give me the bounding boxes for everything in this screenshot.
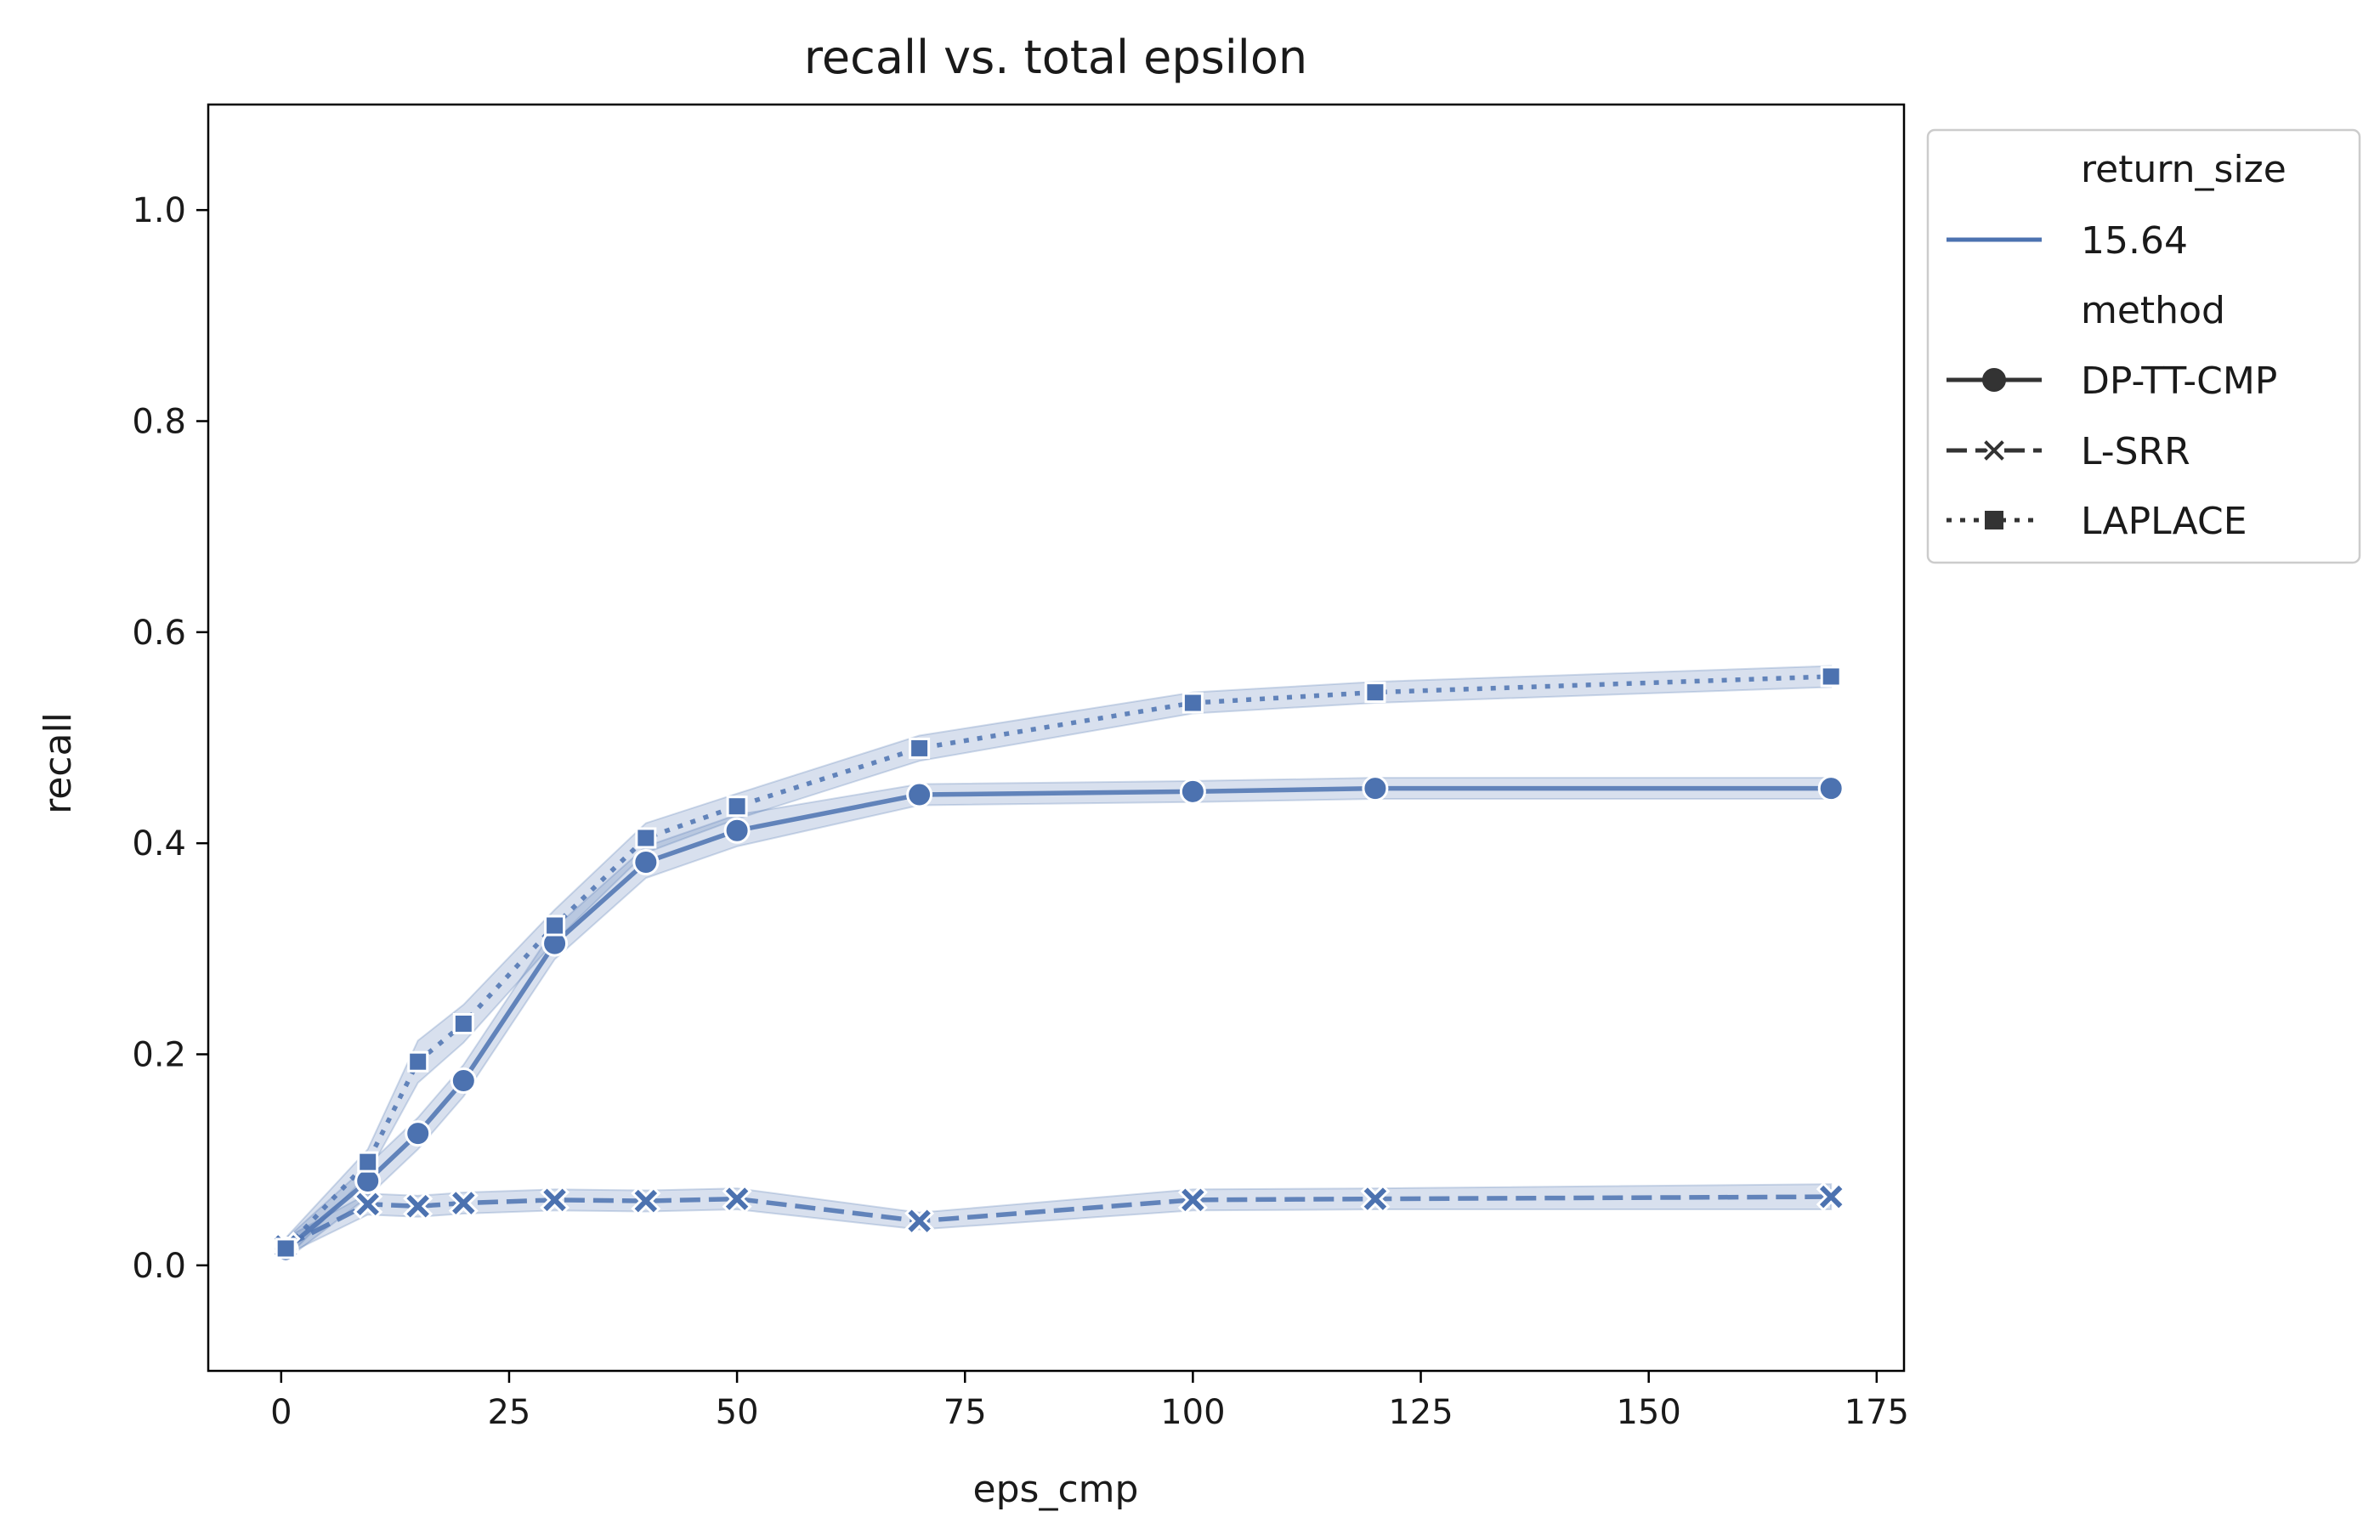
data-point: [354, 1168, 382, 1194]
x-tick-label: 75: [944, 1393, 987, 1432]
data-point: [1364, 682, 1386, 704]
data-point: [544, 914, 566, 937]
data-point: [631, 1186, 661, 1216]
series-line-laplace: [284, 674, 1832, 1250]
y-tick-label: 0.0: [132, 1247, 186, 1286]
x-axis: 0 25 50 75 100 125 150 175: [270, 1371, 1909, 1432]
series-line-l-srr: [284, 1194, 1832, 1248]
y-tick-label: 0.4: [132, 824, 186, 863]
legend-title-method: method: [2081, 289, 2225, 332]
data-point: [448, 1188, 479, 1219]
data-point: [540, 1185, 570, 1215]
data-point: [1360, 1184, 1391, 1214]
y-axis: 0.0 0.2 0.4 0.6 0.8 1.0: [132, 191, 208, 1286]
legend-label-dp-tt-cmp: DP-TT-CMP: [2081, 360, 2277, 403]
y-tick-label: 0.8: [132, 403, 186, 442]
data-point: [726, 795, 748, 818]
x-axis-label: eps_cmp: [973, 1468, 1139, 1511]
data-point: [1817, 775, 1844, 802]
y-tick-label: 0.2: [132, 1036, 186, 1075]
legend-label-l-srr: L-SRR: [2081, 430, 2190, 473]
marker-x-stroke: [452, 1192, 475, 1214]
data-point: [909, 737, 931, 759]
x-tick-label: 125: [1388, 1393, 1453, 1432]
x-tick-label: 25: [487, 1393, 530, 1432]
y-tick-label: 0.6: [132, 614, 186, 653]
data-point: [450, 1067, 477, 1095]
legend-label-return-size-value: 15.64: [2081, 219, 2188, 263]
data-point: [1362, 775, 1389, 802]
confidence-band-l-srr: [285, 1183, 1833, 1257]
x-tick-label: 175: [1844, 1393, 1909, 1432]
legend-label-laplace: LAPLACE: [2081, 500, 2247, 543]
marker-x-stroke: [356, 1192, 379, 1216]
x-tick-label: 0: [270, 1393, 292, 1432]
data-point: [452, 1012, 474, 1034]
data-point: [1177, 1185, 1208, 1215]
data-point: [722, 1184, 752, 1214]
data-point: [632, 849, 660, 876]
data-point: [275, 1237, 297, 1260]
legend-marker-l-srr: [1980, 436, 2009, 465]
data-point: [405, 1120, 432, 1147]
plot-frame: [207, 103, 1906, 1373]
plot-area: [270, 665, 1846, 1263]
marker-x-stroke: [725, 1187, 749, 1210]
data-point: [904, 1206, 935, 1237]
data-point: [1179, 778, 1206, 805]
legend-marker-dp-tt-cmp: [1982, 368, 2006, 392]
data-point: [1182, 692, 1204, 714]
data-point: [1820, 665, 1842, 688]
x-tick-label: 50: [716, 1393, 759, 1432]
marker-x-stroke: [1363, 1187, 1387, 1210]
data-point: [906, 781, 933, 808]
marker-x-stroke: [1984, 440, 2004, 461]
data-point: [635, 827, 657, 849]
marker-x-stroke: [1819, 1185, 1843, 1209]
y-tick-label: 1.0: [132, 191, 186, 230]
marker-x-stroke: [908, 1209, 931, 1232]
marker-x-stroke: [406, 1195, 429, 1218]
x-tick-label: 100: [1160, 1393, 1225, 1432]
data-point: [407, 1050, 429, 1073]
marker-x-stroke: [634, 1189, 658, 1213]
legend-marker-laplace: [1985, 511, 2003, 529]
y-axis-label: recall: [37, 712, 80, 814]
data-point: [1816, 1181, 1846, 1212]
data-point: [353, 1189, 383, 1220]
legend: return_size 15.64 method DP-TT-CMP L-SRR LAPL…: [1926, 128, 2361, 564]
x-tick-label: 150: [1616, 1393, 1680, 1432]
legend-box: [1926, 128, 2361, 564]
data-point: [723, 817, 751, 844]
data-point: [403, 1191, 434, 1221]
marker-x-stroke: [543, 1188, 566, 1212]
series-markers-laplace: [275, 665, 1842, 1260]
legend-title-return-size: return_size: [2081, 148, 2286, 191]
chart-title: recall vs. total epsilon: [804, 31, 1307, 84]
data-point: [357, 1151, 379, 1173]
marker-x-stroke: [1182, 1188, 1204, 1212]
